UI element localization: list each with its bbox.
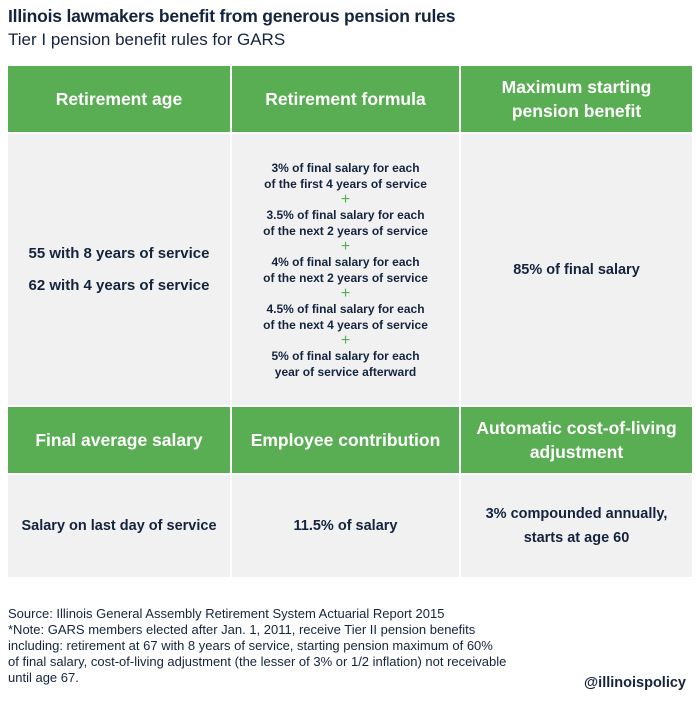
social-handle: @illinoispolicy <box>584 675 686 691</box>
note-line: until age 67. <box>8 670 79 685</box>
header-cola: Automatic cost-of-living adjustment <box>459 405 692 473</box>
plus-icon: + <box>340 237 351 255</box>
footer-notes: Source: Illinois General Assembly Retire… <box>8 606 608 686</box>
page-subtitle: Tier I pension benefit rules for GARS <box>8 30 286 49</box>
header-maximum-benefit: Maximum starting pension benefit <box>459 66 692 132</box>
cell-maximum-benefit: 85% of final salary <box>459 132 692 405</box>
header-employee-contribution: Employee contribution <box>230 405 459 473</box>
cell-retirement-formula: 3% of final salary for each of the first… <box>230 132 459 405</box>
cell-cola: 3% compounded annually, starts at age 60 <box>459 473 692 577</box>
cell-retirement-age: 55 with 8 years of service 62 with 4 yea… <box>8 132 230 405</box>
header-final-average-salary: Final average salary <box>8 405 230 473</box>
plus-icon: + <box>340 331 351 349</box>
note-line: including: retirement at 67 with 8 years… <box>8 638 493 653</box>
cola-line: starts at age 60 <box>523 530 630 546</box>
header-retirement-formula: Retirement formula <box>230 66 459 132</box>
page-title: Illinois lawmakers benefit from generous… <box>8 6 456 26</box>
header-retirement-age: Retirement age <box>8 66 230 132</box>
formula-step: 5% of final salary for each year of serv… <box>271 348 420 379</box>
plus-icon: + <box>340 190 351 208</box>
formula-step: 4% of final salary for each of the next … <box>263 254 428 285</box>
source-line: Source: Illinois General Assembly Retire… <box>8 606 445 621</box>
note-line: *Note: GARS members elected after Jan. 1… <box>8 622 476 637</box>
formula-step: 3.5% of final salary for each of the nex… <box>263 207 428 238</box>
retirement-age-option: 62 with 4 years of service <box>28 276 210 294</box>
pension-rules-table: Retirement age Retirement formula Maximu… <box>8 66 692 577</box>
plus-icon: + <box>340 284 351 302</box>
formula-step: 4.5% of final salary for each of the nex… <box>263 301 428 332</box>
cell-employee-contribution: 11.5% of salary <box>230 473 459 577</box>
cell-final-average-salary: Salary on last day of service <box>8 473 230 577</box>
cola-line: 3% compounded annually, <box>485 506 668 522</box>
formula-step: 3% of final salary for each of the first… <box>264 160 427 191</box>
retirement-age-option: 55 with 8 years of service <box>28 244 210 262</box>
note-line: of final salary, cost-of-living adjustme… <box>8 654 507 669</box>
